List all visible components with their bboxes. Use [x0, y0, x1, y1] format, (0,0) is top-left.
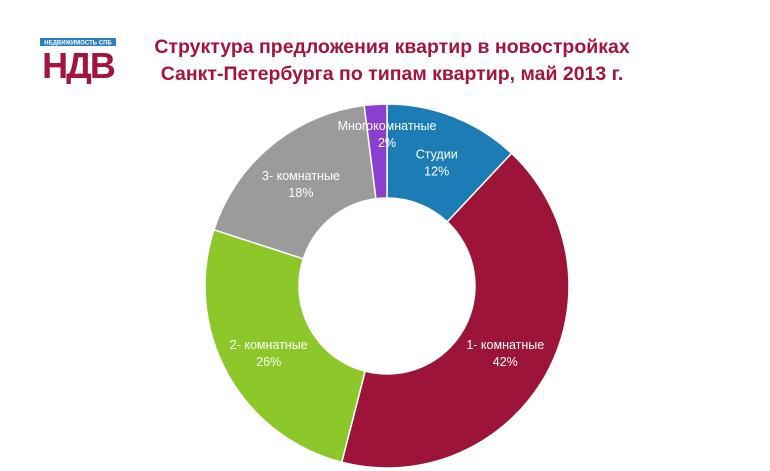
slice-1	[340, 152, 570, 469]
data-label-value: 2%	[378, 136, 396, 150]
data-label-value: 42%	[493, 355, 518, 369]
data-label-category: 3- комнатные	[262, 169, 340, 183]
data-label-category: Многокомнатные	[338, 119, 437, 133]
logo: НЕДВИЖИМОСТЬ СПБ НДВ	[40, 38, 117, 84]
data-label-category: 2- комнатные	[230, 338, 308, 352]
svg-text:НЕДВИЖИМОСТЬ СПБ: НЕДВИЖИМОСТЬ СПБ	[44, 41, 112, 47]
slice-2	[204, 228, 367, 464]
data-label-value: 18%	[288, 186, 313, 200]
slice-4	[363, 103, 388, 200]
data-label-category: 1- комнатные	[466, 338, 544, 352]
data-label-category: Студии	[416, 147, 458, 161]
slice-3	[212, 104, 377, 260]
data-label-value: 12%	[424, 164, 449, 178]
svg-text:НДВ: НДВ	[42, 45, 115, 84]
data-label-value: 26%	[256, 355, 281, 369]
chart-title: Структура предложения квартир в новостро…	[154, 36, 630, 85]
